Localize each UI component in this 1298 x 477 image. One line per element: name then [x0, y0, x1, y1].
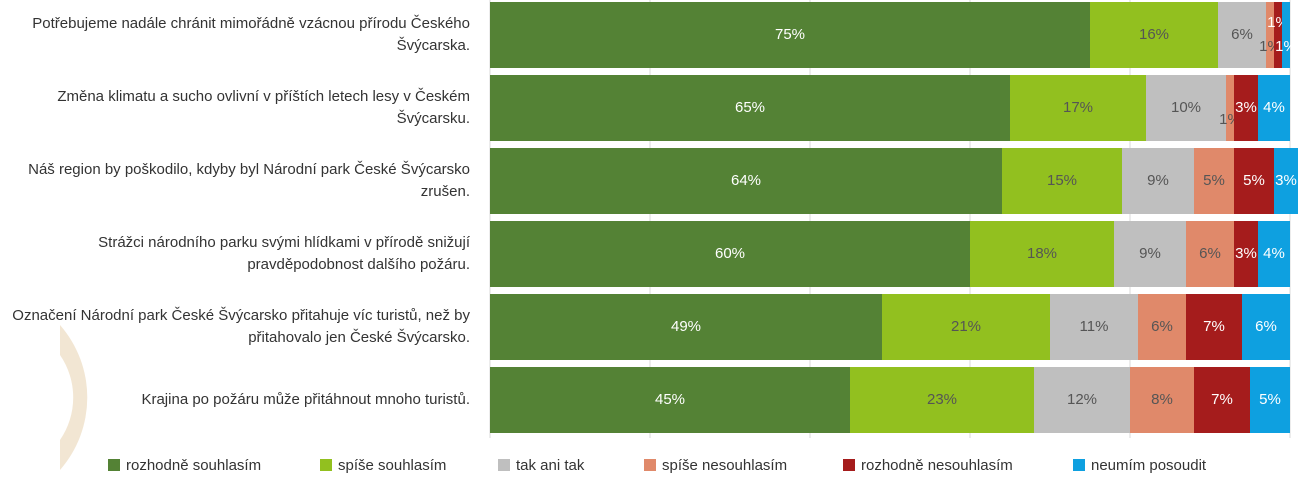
value-label: 45%	[655, 391, 685, 408]
page: 75%16%6%1%1%1%65%17%10%1%3%4%64%15%9%5%5…	[0, 0, 1298, 477]
legend-label: rozhodně souhlasím	[126, 457, 261, 474]
value-label: 6%	[1199, 245, 1221, 262]
value-label: 11%	[1080, 318, 1109, 335]
value-label: 23%	[927, 391, 957, 408]
bar-segment	[1282, 2, 1290, 68]
legend-label: rozhodně nesouhlasím	[861, 457, 1013, 474]
value-label: 12%	[1067, 391, 1097, 408]
value-label: 9%	[1139, 245, 1161, 262]
category-label: Krajina po požáru může přitáhnout mnoho …	[4, 367, 470, 433]
value-label: 3%	[1235, 99, 1257, 116]
value-label: 49%	[671, 318, 701, 335]
value-label: 17%	[1063, 99, 1093, 116]
legend-label: tak ani tak	[516, 457, 585, 474]
bar-segment	[1226, 75, 1234, 141]
value-label: 6%	[1255, 318, 1277, 335]
category-label: Náš region by poškodilo, kdyby byl Národ…	[4, 148, 470, 214]
value-label: 7%	[1211, 391, 1233, 408]
legend-label: neumím posoudit	[1091, 457, 1207, 474]
value-label: 9%	[1147, 172, 1169, 189]
legend-swatch	[108, 459, 120, 471]
value-label: 10%	[1171, 99, 1201, 116]
category-label: Potřebujeme nadále chránit mimořádně vzá…	[4, 2, 470, 68]
value-label: 65%	[735, 99, 765, 116]
category-label: Označení Národní park České Švýcarsko př…	[4, 294, 470, 360]
value-label: 75%	[775, 26, 805, 43]
legend-swatch	[1073, 459, 1085, 471]
value-label: 64%	[731, 172, 761, 189]
value-label: 3%	[1235, 245, 1257, 262]
value-label: 16%	[1139, 26, 1169, 43]
value-label: 4%	[1263, 245, 1285, 262]
value-label: 21%	[951, 318, 981, 335]
value-label: 6%	[1231, 26, 1253, 43]
legend-swatch	[644, 459, 656, 471]
legend-label: spíše nesouhlasím	[662, 457, 787, 474]
category-label: Změna klimatu a sucho ovlivní v příštích…	[4, 75, 470, 141]
value-label: 4%	[1263, 99, 1285, 116]
bar-segment	[1266, 2, 1274, 68]
value-label: 5%	[1259, 391, 1281, 408]
value-label: 60%	[715, 245, 745, 262]
value-label: 15%	[1047, 172, 1077, 189]
value-label: 18%	[1027, 245, 1057, 262]
legend-swatch	[843, 459, 855, 471]
value-label: 5%	[1203, 172, 1225, 189]
category-label: Strážci národního parku svými hlídkami v…	[4, 221, 470, 287]
value-label: 8%	[1151, 391, 1173, 408]
value-label: 5%	[1243, 172, 1265, 189]
value-label: 6%	[1151, 318, 1173, 335]
value-label: 3%	[1275, 172, 1297, 189]
value-label: 1%	[1275, 38, 1297, 55]
legend-swatch	[498, 459, 510, 471]
legend-swatch	[320, 459, 332, 471]
value-label: 7%	[1203, 318, 1225, 335]
bar-segment	[1274, 2, 1282, 68]
legend-label: spíše souhlasím	[338, 457, 446, 474]
